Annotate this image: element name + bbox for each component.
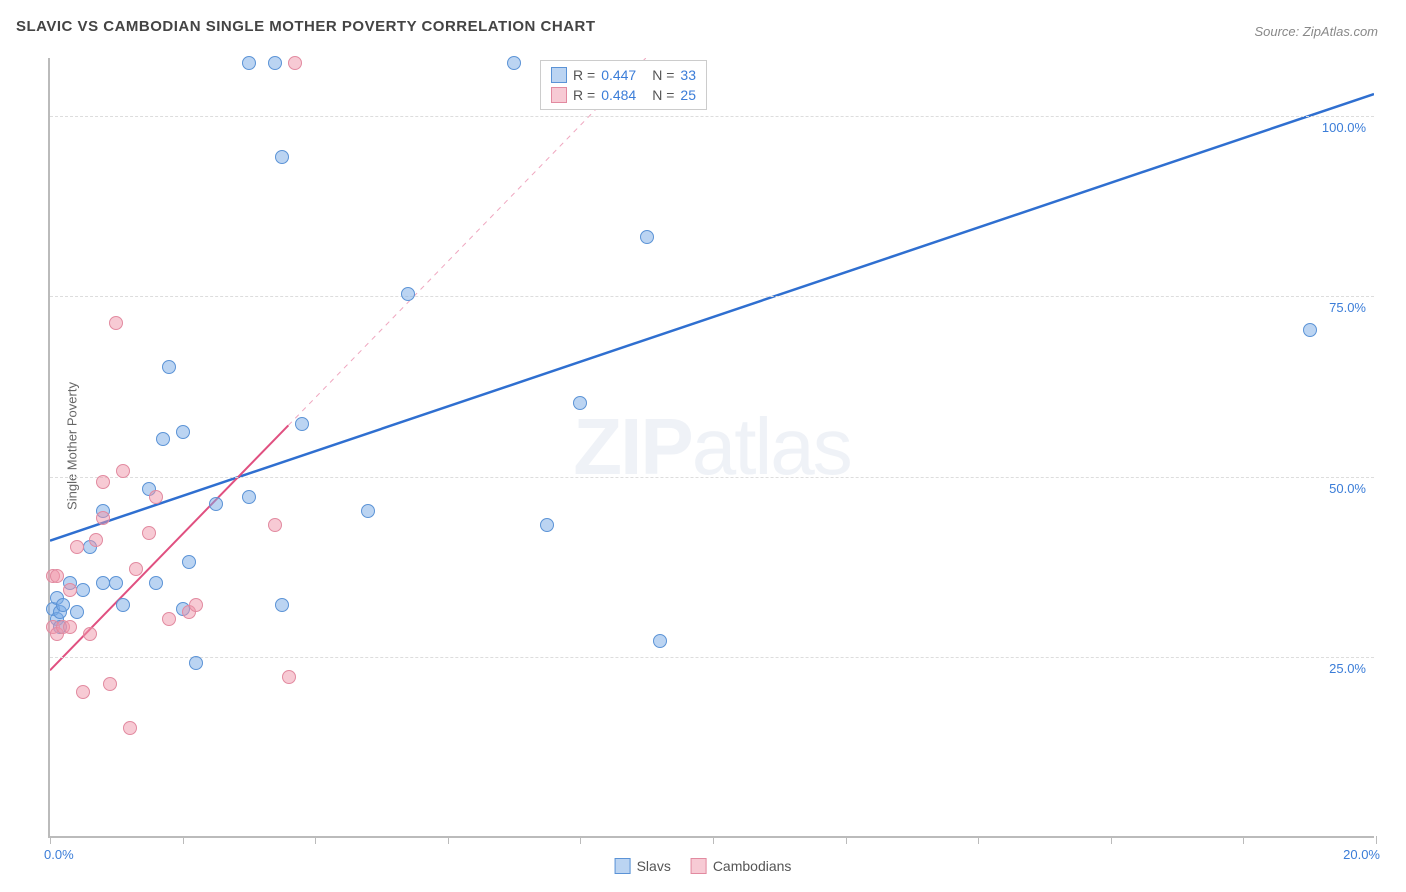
trend-line-dashed [288,58,645,425]
x-tick [713,836,714,844]
y-tick-label: 25.0% [1329,661,1366,676]
x-tick [580,836,581,844]
x-tick [50,836,51,844]
scatter-point [275,150,289,164]
legend-r-value: 0.484 [601,87,636,103]
y-tick-label: 50.0% [1329,481,1366,496]
scatter-point [123,721,137,735]
scatter-point [361,504,375,518]
scatter-point [268,518,282,532]
scatter-point [176,425,190,439]
scatter-point [56,598,70,612]
scatter-point [295,417,309,431]
gridline-h [50,116,1374,117]
scatter-point [109,316,123,330]
scatter-point [288,56,302,70]
scatter-point [1303,323,1317,337]
scatter-point [209,497,223,511]
scatter-point [507,56,521,70]
scatter-point [96,576,110,590]
scatter-point [189,598,203,612]
scatter-point [142,526,156,540]
legend-r-value: 0.447 [601,67,636,83]
scatter-point [63,620,77,634]
legend-n-value: 33 [680,67,696,83]
x-max-label: 20.0% [1343,847,1380,862]
scatter-point [189,656,203,670]
legend-item: Cambodians [691,858,792,874]
scatter-point [573,396,587,410]
legend-n-value: 25 [680,87,696,103]
gridline-h [50,657,1374,658]
scatter-point [653,634,667,648]
chart-container: SLAVIC VS CAMBODIAN SINGLE MOTHER POVERT… [0,0,1406,892]
x-min-label: 0.0% [44,847,74,862]
trend-line [50,94,1374,541]
gridline-h [50,477,1374,478]
legend-swatch [551,87,567,103]
x-tick [978,836,979,844]
scatter-point [401,287,415,301]
scatter-point [83,627,97,641]
watermark: ZIPatlas [573,401,850,493]
x-tick [183,836,184,844]
scatter-point [109,576,123,590]
x-tick [1376,836,1377,844]
legend-series-name: Slavs [637,858,671,874]
legend-swatch [691,858,707,874]
legend-n-label: N = [652,67,674,83]
legend-swatch [615,858,631,874]
legend-item: Slavs [615,858,671,874]
trend-lines-svg [50,58,1374,836]
scatter-point [70,605,84,619]
correlation-legend: R = 0.447 N = 33 R = 0.484 N = 25 [540,60,707,110]
scatter-point [275,598,289,612]
legend-swatch [551,67,567,83]
scatter-point [129,562,143,576]
legend-series-name: Cambodians [713,858,792,874]
scatter-point [70,540,84,554]
x-tick [846,836,847,844]
scatter-point [149,490,163,504]
x-tick [448,836,449,844]
y-tick-label: 100.0% [1322,120,1366,135]
scatter-point [116,598,130,612]
legend-n-label: N = [652,87,674,103]
scatter-point [76,685,90,699]
x-tick [1111,836,1112,844]
scatter-point [149,576,163,590]
scatter-point [63,583,77,597]
scatter-point [242,56,256,70]
legend-r-label: R = [573,67,595,83]
correlation-legend-row: R = 0.447 N = 33 [551,65,696,85]
scatter-point [156,432,170,446]
scatter-point [268,56,282,70]
source-label: Source: ZipAtlas.com [1254,24,1378,39]
y-tick-label: 75.0% [1329,300,1366,315]
scatter-point [76,583,90,597]
legend-bottom: Slavs Cambodians [615,858,792,874]
scatter-point [242,490,256,504]
x-tick [315,836,316,844]
correlation-legend-row: R = 0.484 N = 25 [551,85,696,105]
scatter-point [162,360,176,374]
scatter-point [540,518,554,532]
scatter-point [89,533,103,547]
gridline-h [50,296,1374,297]
scatter-point [116,464,130,478]
scatter-point [96,511,110,525]
scatter-point [182,555,196,569]
scatter-point [640,230,654,244]
legend-r-label: R = [573,87,595,103]
scatter-point [103,677,117,691]
chart-title: SLAVIC VS CAMBODIAN SINGLE MOTHER POVERT… [16,18,596,35]
scatter-point [282,670,296,684]
plot-area: ZIPatlas 25.0%50.0%75.0%100.0%0.0%20.0% [48,58,1374,838]
scatter-point [162,612,176,626]
x-tick [1243,836,1244,844]
scatter-point [96,475,110,489]
scatter-point [50,569,64,583]
